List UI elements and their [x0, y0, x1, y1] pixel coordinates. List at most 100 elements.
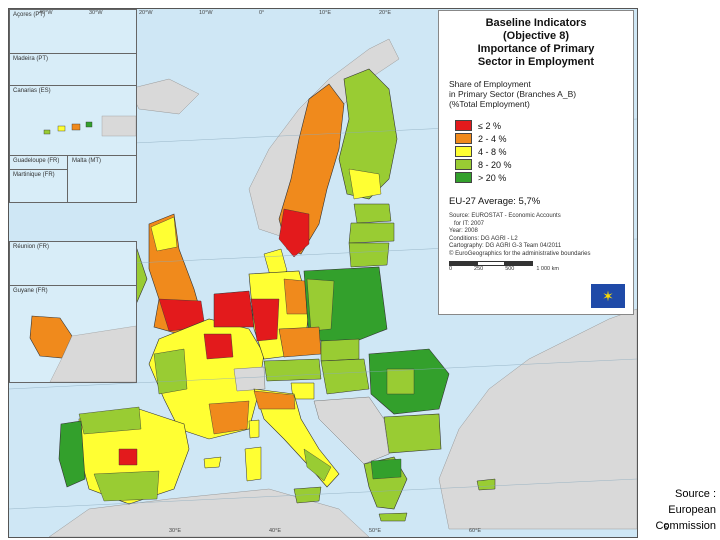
inset-label: Canarias (ES)	[13, 88, 51, 94]
scale-label: 500	[505, 266, 515, 272]
switzerland	[233, 366, 266, 392]
non-eu-land	[438, 308, 637, 530]
guyane-shape	[29, 315, 136, 382]
graticule-label: 40°E	[269, 528, 281, 534]
legend-subtitle-line: in Primary Sector (Branches A_B)	[449, 89, 577, 99]
legend-swatch	[455, 146, 472, 157]
legend-item: 4 - 8 %	[455, 145, 623, 158]
scale-bar: 0 250 500 1 000 km	[449, 261, 623, 272]
sardinia	[244, 446, 262, 482]
inset-label: Réunion (FR)	[13, 244, 50, 250]
legend-label: 8 - 20 %	[478, 159, 512, 170]
source-note-line: European	[668, 504, 716, 516]
estonia	[353, 203, 392, 224]
italy-south	[303, 448, 332, 482]
graticule-label: 0°	[259, 10, 265, 16]
source-note-line: Source :	[675, 488, 716, 500]
legend-subtitle-line: Share of Employment	[449, 79, 531, 89]
uk-scotland	[150, 216, 178, 252]
czechia	[278, 326, 322, 358]
iceland	[128, 78, 200, 115]
inset-label: Guadeloupe (FR)	[13, 158, 60, 164]
europe-map	[9, 38, 637, 537]
germany-west	[250, 298, 280, 342]
scale-segment	[477, 261, 505, 266]
legend-label: > 20 %	[478, 172, 507, 183]
graticule-label: 10°E	[319, 10, 331, 16]
source-line: © EuroGeographics for the administrative…	[449, 250, 591, 257]
corsica	[248, 419, 260, 439]
balearics	[203, 456, 222, 469]
hungary	[320, 358, 370, 395]
inset-canarias: Canarias (ES)	[9, 85, 137, 157]
inset-label: Martinique (FR)	[13, 172, 55, 178]
north-africa	[48, 488, 370, 537]
scale-label: 0	[449, 266, 453, 272]
legend-item: 8 - 20 %	[455, 158, 623, 171]
source-note: Source : European Commission	[638, 486, 716, 534]
legend-swatch	[455, 133, 472, 144]
page-number: 5	[664, 523, 669, 532]
graticule-label: 60°E	[469, 528, 481, 534]
inset-label: Madeira (PT)	[13, 56, 49, 62]
greece-north	[370, 458, 402, 480]
bulgaria	[383, 413, 442, 454]
inset-label: Açores (PT)	[13, 12, 46, 18]
graticule-label: 10°W	[199, 10, 213, 16]
crete	[378, 512, 408, 522]
source-line: Year: 2008	[449, 228, 478, 234]
legend-swatch	[455, 172, 472, 183]
inset-guyane: Guyane (FR)	[9, 285, 137, 383]
legend-panel: Baseline Indicators (Objective 8) Import…	[438, 10, 634, 315]
graticule-label: 20°E	[379, 10, 391, 16]
scale-segment	[449, 261, 477, 266]
legend-item: 2 - 4 %	[455, 132, 623, 145]
sweden-south	[278, 208, 310, 258]
balkans	[313, 396, 390, 465]
legend-subtitle-line: (%Total Employment)	[449, 99, 530, 109]
graticule-label: 20°W	[139, 10, 153, 16]
legend-label: ≤ 2 %	[478, 120, 501, 131]
portugal	[58, 420, 86, 488]
legend-title-line: Importance of Primary	[477, 43, 595, 55]
legend-label: 2 - 4 %	[478, 133, 507, 144]
inset-malta: Malta (MT)	[67, 155, 137, 203]
inset-label: Guyane (FR)	[13, 288, 48, 294]
lithuania	[348, 242, 390, 268]
scale-segment	[505, 261, 533, 266]
poland-west	[306, 278, 335, 332]
source-line: Source: EUROSTAT - Economic Accounts	[449, 213, 561, 219]
slovakia	[320, 338, 360, 362]
cyprus	[476, 478, 496, 491]
legend-item: > 20 %	[455, 171, 623, 184]
inset-martinique: Martinique (FR)	[9, 169, 69, 203]
legend-title-line: Baseline Indicators	[485, 17, 587, 29]
legend-label: 4 - 8 %	[478, 146, 507, 157]
romania-centre	[386, 368, 415, 395]
italy-north	[253, 390, 296, 410]
latvia	[348, 222, 395, 244]
eu-average: EU-27 Average: 5,7%	[449, 196, 541, 207]
spain-north	[78, 406, 142, 435]
legend-classes: ≤ 2 % 2 - 4 % 4 - 8 % 8 - 20 % > 20 %	[449, 119, 623, 184]
finland-south	[348, 168, 382, 200]
canarias-islands	[43, 115, 136, 137]
graticule-label: 40°W	[39, 10, 53, 16]
graticule-label: 50°E	[369, 528, 381, 534]
spain-madrid	[118, 448, 138, 466]
france-west	[153, 348, 188, 395]
inset-azores: Açores (PT)	[9, 9, 137, 55]
austria	[263, 358, 322, 382]
legend-title-line: Sector in Employment	[477, 56, 595, 68]
germany-east	[283, 278, 308, 315]
legend-item: ≤ 2 %	[455, 119, 623, 132]
legend-swatch	[455, 120, 472, 131]
source-line: Conditions: DG AGRI - L2	[449, 235, 518, 242]
inset-madeira: Madeira (PT)	[9, 53, 137, 87]
legend-title: Baseline Indicators (Objective 8) Import…	[449, 17, 623, 69]
eu-flag-icon: ✶	[591, 284, 625, 308]
benelux	[213, 290, 255, 328]
inset-label: Malta (MT)	[72, 158, 101, 164]
graticule-label: 30°E	[169, 528, 181, 534]
scale-label: 250	[474, 266, 484, 272]
